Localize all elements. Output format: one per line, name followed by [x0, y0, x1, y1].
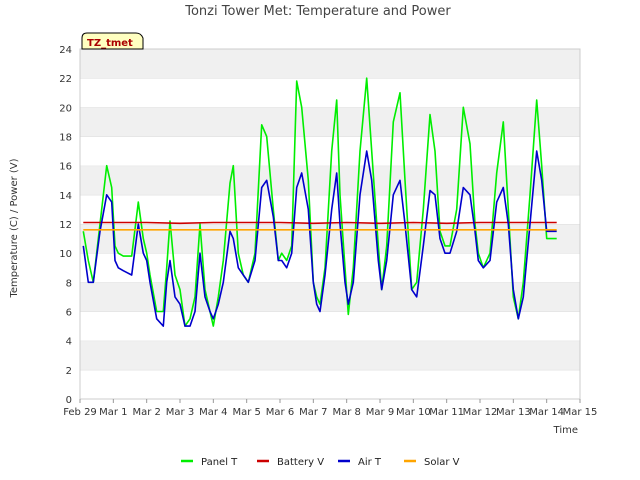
background-band	[80, 369, 580, 399]
legend-label: Air T	[358, 457, 382, 468]
x-tick-label: Mar 2	[132, 407, 160, 418]
y-tick-label: 4	[66, 337, 72, 348]
y-tick-label: 18	[59, 133, 72, 144]
legend-label: Solar V	[424, 457, 460, 468]
series-line-air-t	[82, 150, 557, 327]
plot-frame	[79, 48, 581, 400]
y-axis-label: Temperature (C) / Power (V)	[9, 158, 20, 298]
x-tick-label: Mar 12	[463, 407, 498, 418]
series-badge-label: TZ_tmet	[87, 38, 133, 49]
x-tick-label: Mar 7	[299, 407, 327, 418]
x-tick-label: Mar 8	[332, 407, 360, 418]
y-tick-label: 10	[59, 249, 72, 260]
y-tick-label: 0	[66, 395, 72, 406]
background-band	[80, 78, 580, 108]
x-tick-label: Mar 15	[563, 407, 598, 418]
y-tick-label: 20	[59, 103, 72, 114]
series-lines	[82, 77, 557, 327]
chart-title: Tonzi Tower Met: Temperature and Power	[184, 4, 451, 19]
legend-label: Battery V	[277, 457, 324, 468]
y-tick-label: 24	[59, 45, 72, 56]
background-band	[80, 136, 580, 166]
y-tick-label: 12	[59, 220, 72, 231]
background-band	[80, 49, 580, 79]
legend-label: Panel T	[201, 457, 238, 468]
background-band	[80, 340, 580, 370]
x-tick-label: Feb 29	[63, 407, 97, 418]
background-band	[80, 253, 580, 283]
x-tick-label: Mar 6	[266, 407, 294, 418]
legend: Panel T Battery V Air T Solar V	[181, 457, 460, 468]
background-band	[80, 311, 580, 341]
x-tick-label: Mar 13	[496, 407, 531, 418]
background-band	[80, 107, 580, 137]
x-tick-label: Mar 3	[166, 407, 194, 418]
x-tick-label: Mar 10	[396, 407, 431, 418]
x-tick-label: Mar 11	[429, 407, 464, 418]
x-tick-label: Mar 4	[199, 407, 227, 418]
y-tick-label: 22	[59, 74, 72, 85]
x-axis-label: Time	[553, 425, 578, 436]
x-tick-label: Mar 5	[232, 407, 260, 418]
series-badge: TZ_tmet	[81, 32, 144, 50]
x-tick-label: Mar 1	[99, 407, 127, 418]
x-tick-label: Mar 9	[366, 407, 394, 418]
y-tick-label: 6	[66, 308, 72, 319]
plot-background-bands	[80, 48, 580, 399]
y-tick-label: 14	[59, 191, 72, 202]
x-axis: Feb 29 Mar 1 Mar 2 Mar 3 Mar 4 Mar 5 Mar 6 Mar …	[63, 399, 597, 418]
x-tick-label: Mar 14	[529, 407, 564, 418]
series-line-battery-v	[83, 221, 557, 225]
y-tick-label: 8	[66, 278, 72, 289]
series-badge-box	[81, 32, 144, 50]
y-tick-label: 2	[66, 366, 72, 377]
y-tick-label: 16	[59, 162, 72, 173]
